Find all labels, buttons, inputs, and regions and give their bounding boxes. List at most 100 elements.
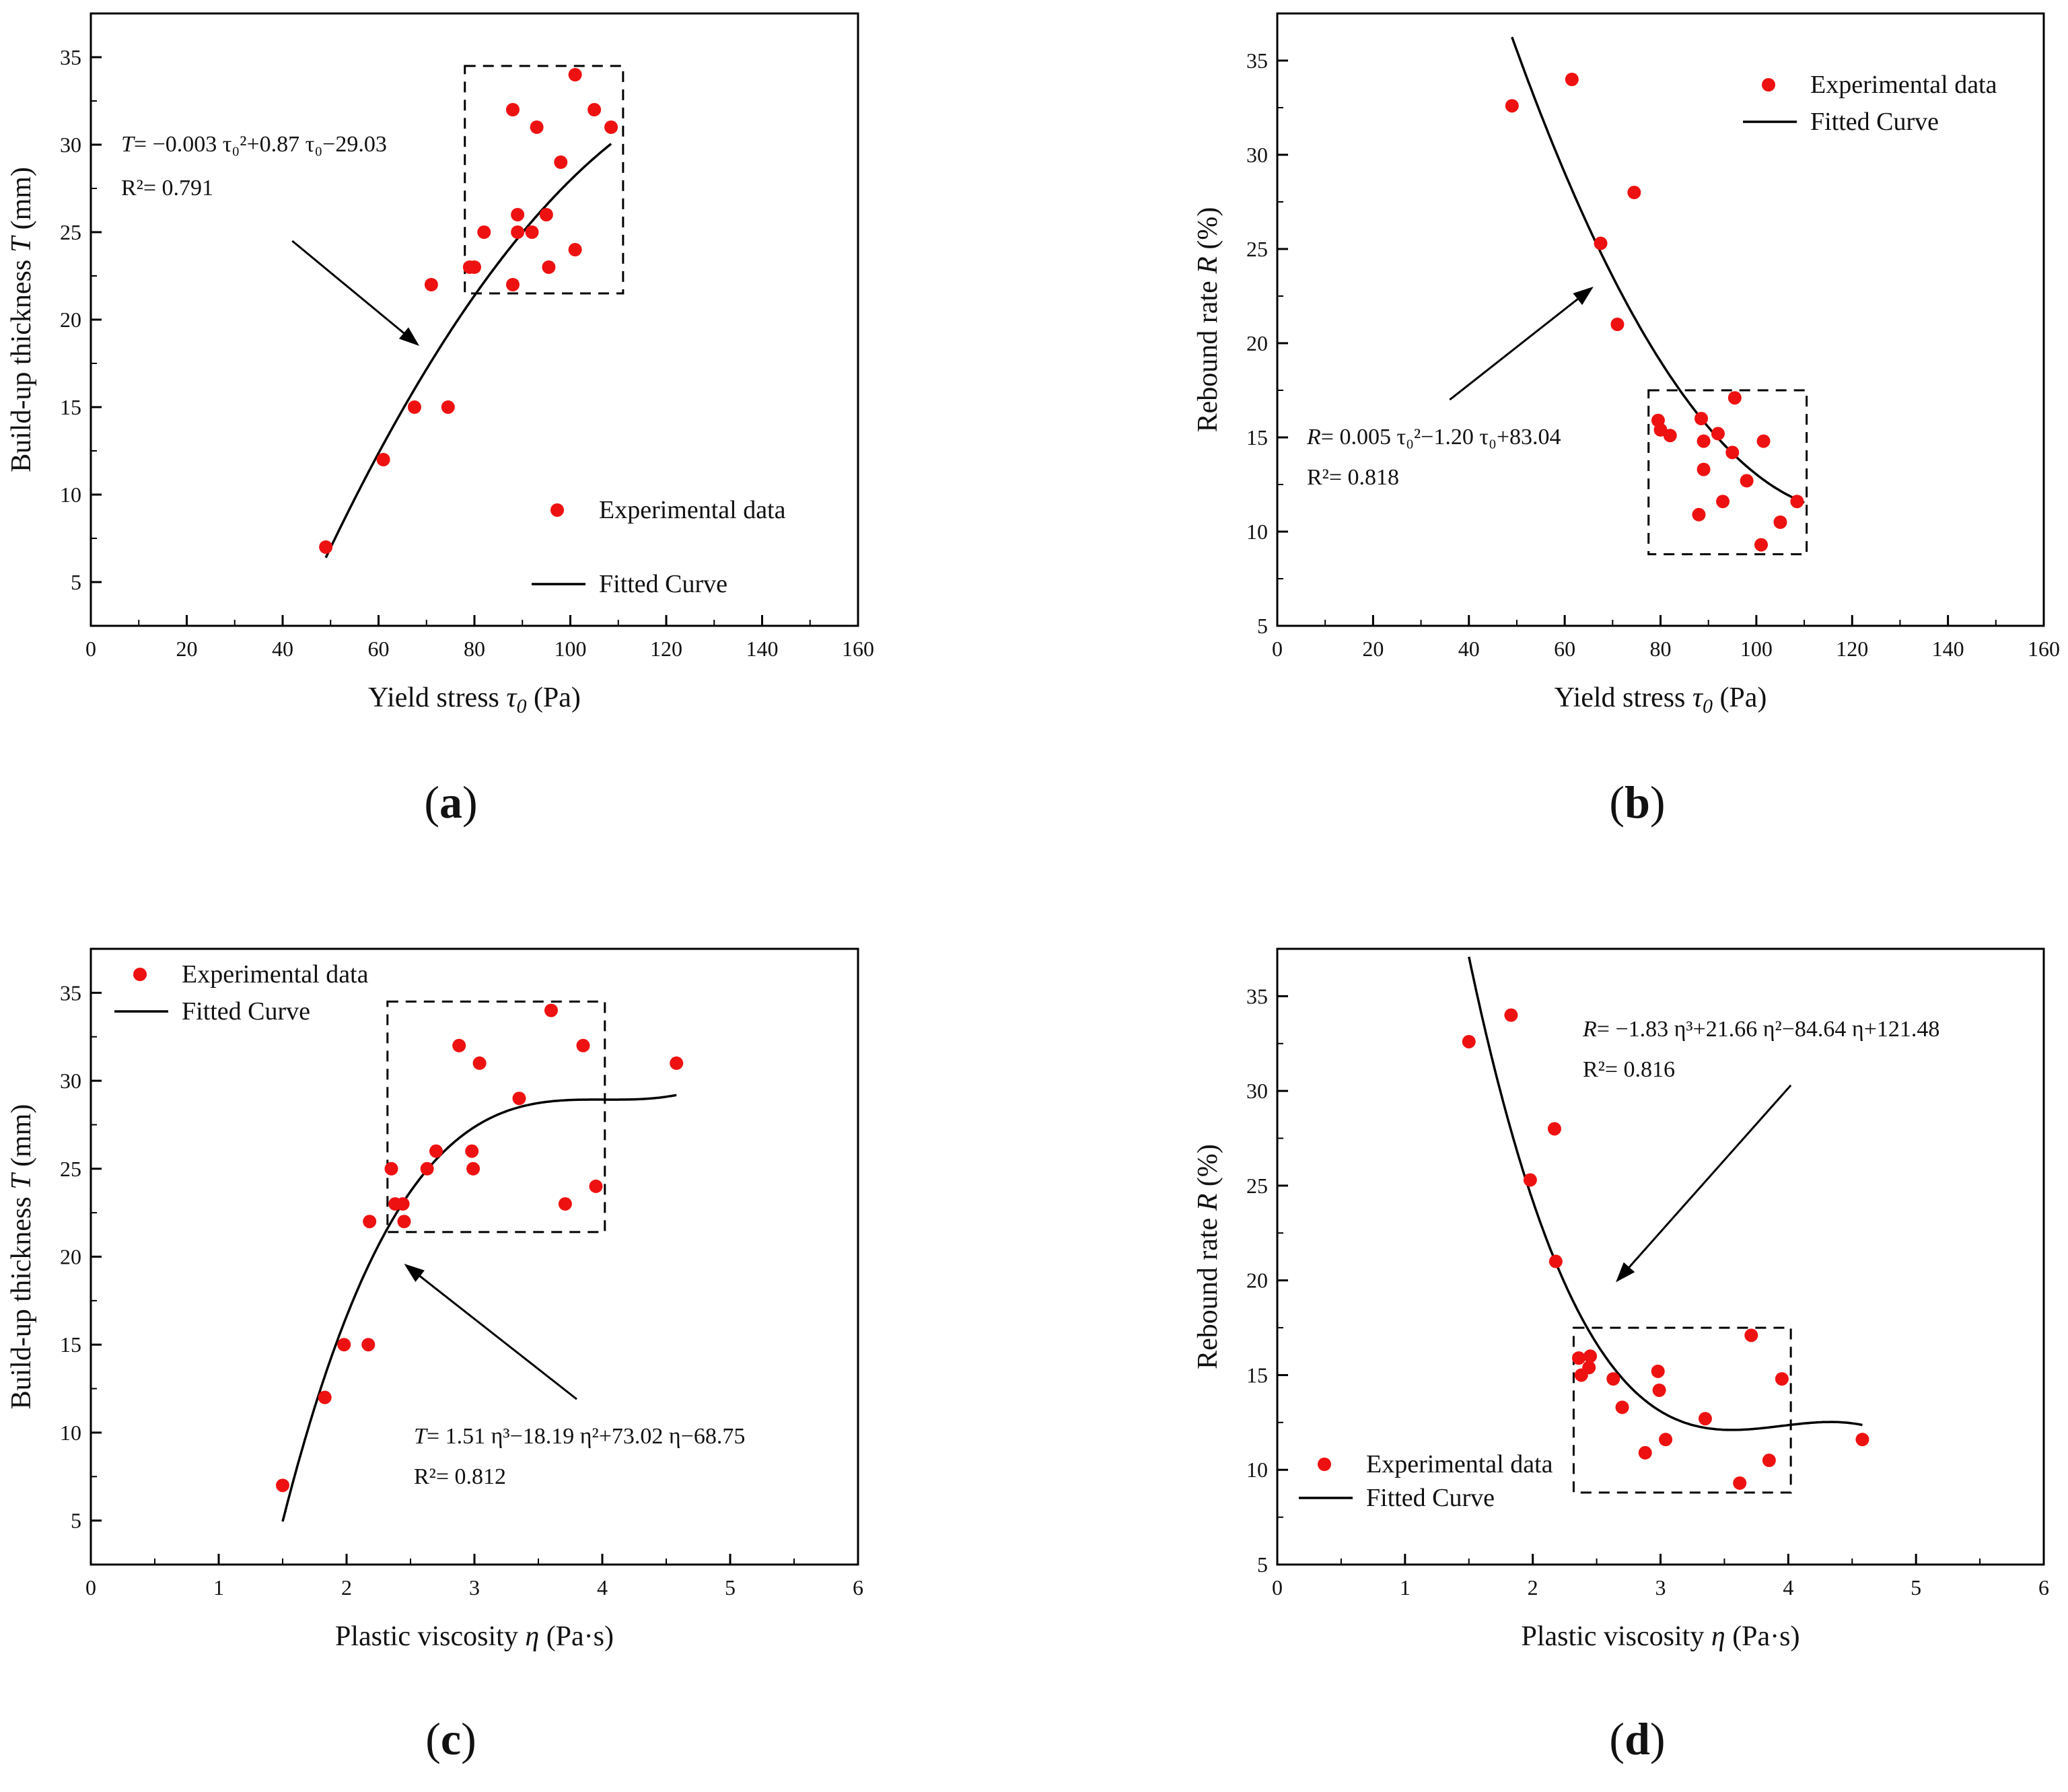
- legend-label-curve: Fitted Curve: [599, 570, 727, 598]
- fitted-curve: [281, 1094, 677, 1522]
- data-point: [554, 155, 568, 169]
- legend-label-points: Experimental data: [1366, 1450, 1553, 1478]
- data-point: [1697, 462, 1711, 476]
- data-point: [1663, 429, 1677, 443]
- x-tick-label: 4: [1783, 1575, 1793, 1600]
- data-point: [1740, 474, 1754, 488]
- x-tick-label: 4: [597, 1575, 608, 1600]
- data-point: [1504, 1008, 1518, 1022]
- data-point: [1572, 1351, 1586, 1365]
- x-tick-label: 3: [1655, 1575, 1666, 1600]
- panel-label: (a): [424, 777, 477, 828]
- y-tick-label: 5: [71, 1509, 81, 1533]
- legend-label-points: Experimental data: [1810, 71, 1997, 99]
- fitted-curve: [324, 143, 612, 559]
- fit-equation: T= −0.003 τ₀²+0.87 τ₀−29.03: [121, 132, 387, 157]
- data-point: [1548, 1254, 1563, 1268]
- data-point: [506, 278, 520, 291]
- x-tick-label: 120: [650, 637, 682, 661]
- y-tick-label: 10: [1246, 519, 1268, 544]
- x-tick-label: 140: [1932, 637, 1964, 661]
- y-tick-label: 25: [60, 1157, 81, 1181]
- data-point: [396, 1197, 410, 1211]
- data-point: [1698, 1412, 1712, 1426]
- data-point: [576, 1038, 590, 1052]
- panel-label: (c): [425, 1713, 476, 1764]
- data-point: [420, 1161, 434, 1176]
- annotation-arrow: [419, 1275, 577, 1400]
- y-tick-label: 5: [1257, 614, 1268, 638]
- data-point: [539, 208, 553, 221]
- r-squared: R²= 0.816: [1583, 1057, 1675, 1082]
- x-tick-label: 20: [176, 637, 198, 661]
- data-point: [276, 1478, 289, 1493]
- data-point: [1727, 391, 1742, 405]
- data-point: [1697, 434, 1711, 448]
- data-point: [1762, 1454, 1776, 1468]
- highlight-box: [1647, 389, 1808, 556]
- x-tick-label: 160: [2028, 637, 2060, 661]
- arrow-head: [1573, 287, 1594, 306]
- legend-label-points: Experimental data: [599, 496, 786, 524]
- data-point: [544, 1003, 558, 1017]
- data-point: [477, 225, 491, 239]
- x-tick-label: 160: [842, 637, 874, 661]
- highlight-box: [464, 65, 625, 295]
- data-point: [1695, 412, 1709, 425]
- y-tick-label: 25: [60, 220, 81, 244]
- data-point: [1756, 434, 1771, 448]
- x-tick-label: 5: [1911, 1575, 1921, 1600]
- data-point: [1583, 1349, 1598, 1363]
- data-point: [1615, 1400, 1629, 1414]
- legend-marker-points: [1762, 78, 1775, 92]
- x-tick-label: 20: [1362, 637, 1384, 661]
- r-squared: R²= 0.818: [1307, 465, 1399, 490]
- y-tick-label: 30: [60, 1069, 81, 1093]
- y-tick-label: 30: [1246, 143, 1268, 167]
- data-point: [407, 400, 421, 414]
- annotation-arrow: [291, 240, 404, 334]
- y-tick-label: 10: [60, 482, 81, 507]
- legend-label-curve: Fitted Curve: [1810, 108, 1939, 136]
- data-point: [1565, 73, 1579, 86]
- data-point: [1505, 99, 1519, 113]
- x-tick-label: 40: [272, 637, 293, 661]
- y-tick-label: 10: [60, 1421, 81, 1445]
- data-point: [424, 278, 438, 291]
- data-point: [1627, 186, 1641, 199]
- y-tick-label: 35: [1246, 48, 1268, 73]
- plot-frame: [1276, 12, 2045, 627]
- x-tick-label: 80: [1650, 637, 1672, 661]
- y-tick-label: 35: [60, 980, 81, 1005]
- fit-equation: R= 0.005 τ₀²−1.20 τ₀+83.04: [1306, 425, 1561, 450]
- y-tick-label: 15: [60, 395, 81, 419]
- panel-label: (b): [1609, 777, 1665, 828]
- data-point: [1716, 495, 1730, 509]
- annotation-arrow: [1449, 298, 1579, 401]
- data-point: [512, 1091, 526, 1106]
- x-tick-label: 100: [555, 637, 587, 661]
- data-point: [506, 103, 520, 116]
- y-tick-label: 15: [60, 1332, 81, 1357]
- x-tick-label: 120: [1836, 637, 1868, 661]
- data-point: [1659, 1433, 1673, 1447]
- fitted-curve: [1468, 956, 1863, 1431]
- data-point: [1610, 318, 1625, 331]
- y-tick-label: 15: [1246, 425, 1268, 450]
- y-tick-label: 30: [1246, 1079, 1268, 1103]
- annotation-arrow: [1628, 1084, 1792, 1268]
- data-point: [530, 120, 544, 134]
- x-tick-label: 6: [2038, 1575, 2049, 1600]
- y-axis-title: Build-up thickness T (mm): [6, 1104, 37, 1410]
- highlight-box: [386, 1000, 606, 1233]
- y-tick-label: 20: [1246, 331, 1268, 355]
- data-point: [1711, 427, 1725, 441]
- data-point: [361, 1338, 376, 1352]
- y-axis-title: Build-up thickness T (mm): [6, 167, 37, 472]
- data-point: [587, 103, 602, 116]
- legend-label-curve: Fitted Curve: [182, 997, 310, 1026]
- y-tick-label: 15: [1246, 1363, 1268, 1387]
- x-tick-label: 0: [1272, 1575, 1283, 1600]
- legend-marker-points: [133, 968, 147, 981]
- y-tick-label: 30: [60, 133, 81, 157]
